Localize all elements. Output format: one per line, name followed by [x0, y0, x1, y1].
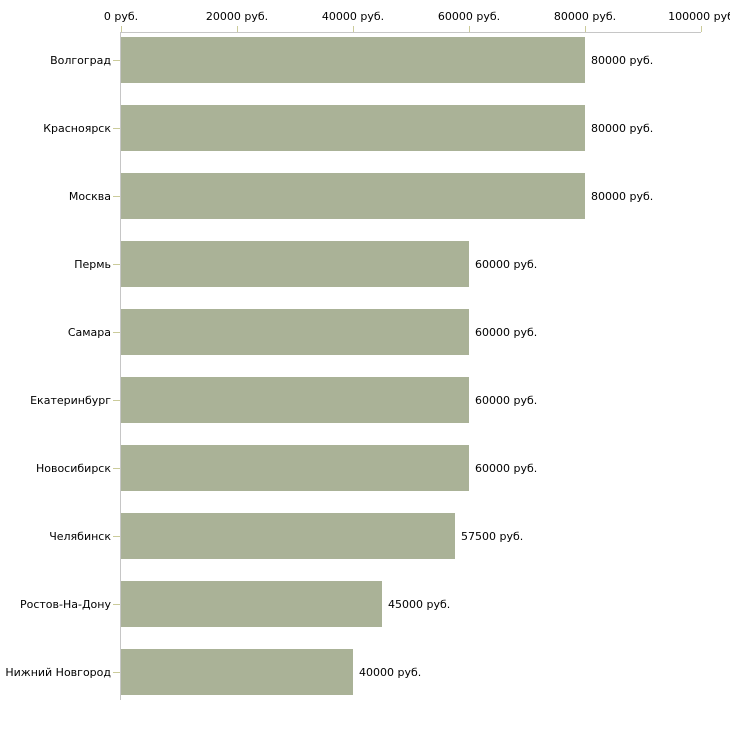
x-axis-tick-label: 80000 руб. — [553, 10, 617, 23]
bar-value-label: 80000 руб. — [591, 53, 654, 67]
category-label: Красноярск — [43, 121, 111, 135]
category-label: Нижний Новгород — [5, 665, 111, 679]
x-axis-tick — [121, 26, 122, 32]
x-axis-tick — [353, 26, 354, 32]
category-label: Челябинск — [49, 529, 111, 543]
category-tick — [113, 128, 120, 129]
category-tick — [113, 536, 120, 537]
x-axis-tick-label: 60000 руб. — [437, 10, 501, 23]
bar-value-label: 80000 руб. — [591, 189, 654, 203]
x-axis-tick — [701, 26, 702, 32]
bar-value-label: 60000 руб. — [475, 393, 538, 407]
category-tick — [113, 468, 120, 469]
category-label: Москва — [68, 189, 111, 203]
category-tick — [113, 264, 120, 265]
category-label: Пермь — [74, 257, 111, 271]
category-tick — [113, 604, 120, 605]
x-axis-tick-label: 0 руб. — [103, 10, 139, 23]
bar — [121, 173, 585, 219]
category-label: Ростов-На-Дону — [19, 597, 111, 611]
bar-value-label: 40000 руб. — [359, 665, 422, 679]
bar-value-label: 60000 руб. — [475, 325, 538, 339]
bar — [121, 445, 469, 491]
bar — [121, 105, 585, 151]
category-label: Новосибирск — [35, 461, 111, 475]
bar-value-label: 80000 руб. — [591, 121, 654, 135]
category-tick — [113, 400, 120, 401]
y-axis-line — [120, 32, 121, 700]
bar — [121, 649, 353, 695]
category-tick — [113, 196, 120, 197]
category-tick — [113, 332, 120, 333]
x-axis-tick — [237, 26, 238, 32]
x-axis-tick — [469, 26, 470, 32]
category-tick — [113, 60, 120, 61]
category-label: Екатеринбург — [30, 393, 111, 407]
category-tick — [113, 672, 120, 673]
bar — [121, 581, 382, 627]
bar-value-label: 60000 руб. — [475, 257, 538, 271]
bar-value-label: 45000 руб. — [388, 597, 451, 611]
x-axis-line — [120, 32, 701, 33]
x-axis-tick-label: 100000 руб — [668, 10, 730, 23]
x-axis-tick-label: 20000 руб. — [205, 10, 269, 23]
bar — [121, 513, 455, 559]
bar — [121, 309, 469, 355]
bar-value-label: 60000 руб. — [475, 461, 538, 475]
x-axis-tick — [585, 26, 586, 32]
bar — [121, 377, 469, 423]
x-axis-tick-label: 40000 руб. — [321, 10, 385, 23]
bar-value-label: 57500 руб. — [461, 529, 524, 543]
category-label: Волгоград — [50, 53, 111, 67]
bar — [121, 241, 469, 287]
bar — [121, 37, 585, 83]
category-label: Самара — [67, 325, 111, 339]
